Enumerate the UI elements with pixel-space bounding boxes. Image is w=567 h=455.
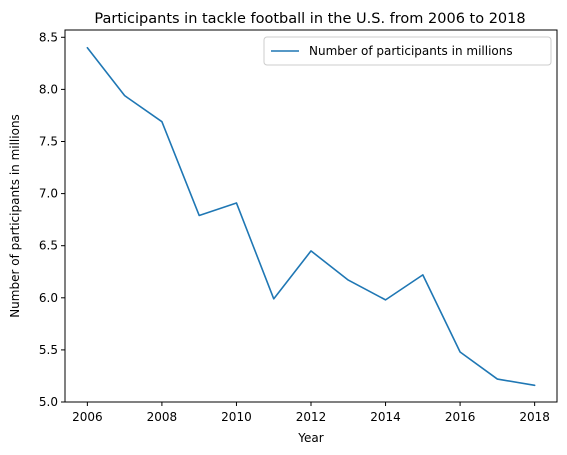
x-tick-label: 2016 bbox=[445, 410, 476, 424]
y-tick-label: 7.0 bbox=[39, 187, 58, 201]
y-tick-label: 8.0 bbox=[39, 82, 58, 96]
y-tick-label: 5.5 bbox=[39, 343, 58, 357]
chart-title: Participants in tackle football in the U… bbox=[94, 11, 525, 27]
y-axis: 5.0 5.5 6.0 6.5 7.0 7.5 8.0 8.5 bbox=[39, 30, 65, 409]
plot-area bbox=[64, 29, 558, 403]
x-tick-label: 2012 bbox=[296, 410, 327, 424]
x-tick-label: 2014 bbox=[370, 410, 401, 424]
x-axis-label: Year bbox=[297, 431, 323, 445]
x-tick-label: 2010 bbox=[221, 410, 252, 424]
x-tick-label: 2006 bbox=[72, 410, 103, 424]
x-tick-label: 2018 bbox=[519, 410, 550, 424]
series-line-participants bbox=[86, 46, 536, 387]
legend: Number of participants in millions bbox=[263, 36, 552, 66]
y-tick-label: 5.0 bbox=[39, 395, 58, 409]
y-axis-label: Number of participants in millions bbox=[8, 114, 22, 318]
x-tick-label: 2008 bbox=[147, 410, 178, 424]
y-tick-label: 7.5 bbox=[39, 134, 58, 148]
x-axis: 2006 2008 2010 2012 2014 2016 2018 bbox=[72, 402, 550, 424]
y-tick-label: 8.5 bbox=[39, 30, 58, 44]
legend-label: Number of participants in millions bbox=[309, 44, 513, 58]
y-tick-label: 6.5 bbox=[39, 239, 58, 253]
y-tick-label: 6.0 bbox=[39, 291, 58, 305]
legend-box bbox=[263, 36, 552, 66]
